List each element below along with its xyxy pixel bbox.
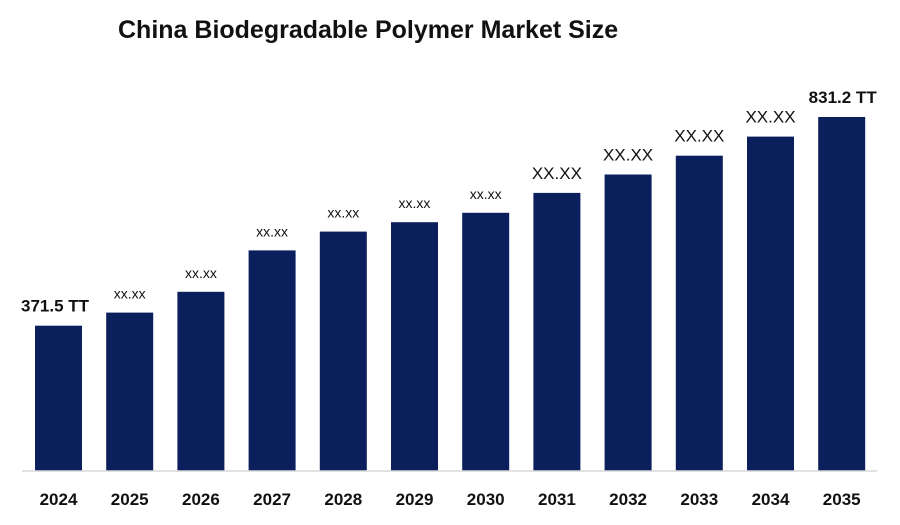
data-label-2034: XX.XX (745, 108, 795, 127)
bar-2029 (391, 222, 438, 471)
bar-2032 (604, 174, 652, 471)
data-label-2033: XX.XX (674, 127, 724, 146)
x-tick-label-2024: 2024 (40, 490, 78, 509)
data-label-2031: XX.XX (532, 164, 582, 183)
bar-2028 (319, 231, 367, 471)
x-tick-label-2026: 2026 (182, 490, 220, 509)
bar-2026 (177, 291, 225, 471)
data-label-2027: xx.xx (256, 223, 288, 239)
x-tick-label-2032: 2032 (609, 490, 647, 509)
data-label-2029: xx.xx (399, 195, 431, 211)
data-label-2035: 831.2 TT (809, 88, 878, 107)
x-tick-label-2027: 2027 (253, 490, 291, 509)
x-tick-label-2025: 2025 (111, 490, 149, 509)
x-tick-label-2035: 2035 (823, 490, 861, 509)
bar-2031 (533, 192, 581, 471)
bar-2034 (747, 136, 794, 471)
bar-2030 (462, 212, 510, 472)
x-tick-label-2030: 2030 (467, 490, 505, 509)
bar-2027 (248, 250, 296, 471)
x-tick-label-2029: 2029 (396, 490, 434, 509)
x-tick-label-2031: 2031 (538, 490, 576, 509)
x-tick-labels: 2024 2025 2026 2027 2028 2029 2030 2031 2032 2033… (40, 490, 861, 509)
data-labels: 371.5 TT xx.xx xx.xx xx.xx xx.xx xx.xx xx.xx XX… (21, 88, 877, 316)
bars-layer (35, 117, 866, 472)
data-label-2026: xx.xx (185, 265, 217, 281)
x-tick-label-2033: 2033 (680, 490, 718, 509)
x-tick-label-2028: 2028 (324, 490, 362, 509)
bar-2025 (106, 312, 154, 471)
data-label-2028: xx.xx (327, 205, 359, 221)
data-label-2030: xx.xx (470, 186, 502, 202)
x-tick-label-2034: 2034 (752, 490, 790, 509)
chart-title: China Biodegradable Polymer Market Size (118, 16, 619, 44)
bar-2033 (675, 155, 723, 471)
data-label-2024: 371.5 TT (21, 297, 90, 316)
data-label-2025: xx.xx (114, 286, 146, 302)
bar-2035 (818, 117, 866, 471)
data-label-2032: XX.XX (603, 146, 653, 165)
bar-2024 (35, 325, 82, 471)
